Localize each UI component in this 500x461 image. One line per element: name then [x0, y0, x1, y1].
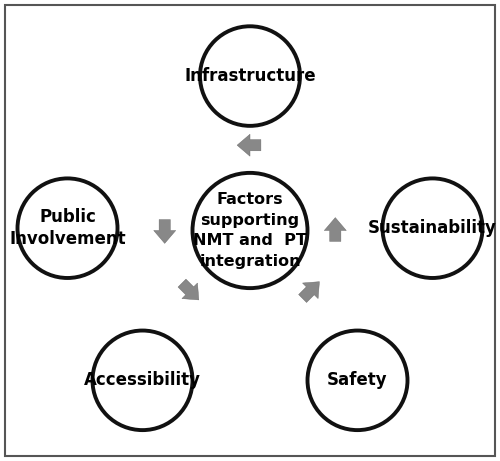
Polygon shape: [324, 218, 346, 242]
Text: Safety: Safety: [327, 371, 388, 390]
Polygon shape: [237, 134, 261, 156]
Ellipse shape: [308, 331, 408, 430]
Ellipse shape: [18, 178, 117, 278]
Polygon shape: [154, 219, 176, 243]
Text: Factors
supporting
NMT and  PT
integration: Factors supporting NMT and PT integratio…: [193, 192, 307, 269]
Text: Public
Involvement: Public Involvement: [9, 208, 126, 248]
Ellipse shape: [92, 331, 192, 430]
Ellipse shape: [382, 178, 482, 278]
Text: Accessibility: Accessibility: [84, 371, 201, 390]
Polygon shape: [178, 279, 199, 300]
Ellipse shape: [192, 173, 308, 288]
Text: Infrastructure: Infrastructure: [184, 67, 316, 85]
Text: Sustainability: Sustainability: [368, 219, 497, 237]
Polygon shape: [298, 282, 320, 302]
Ellipse shape: [200, 26, 300, 126]
